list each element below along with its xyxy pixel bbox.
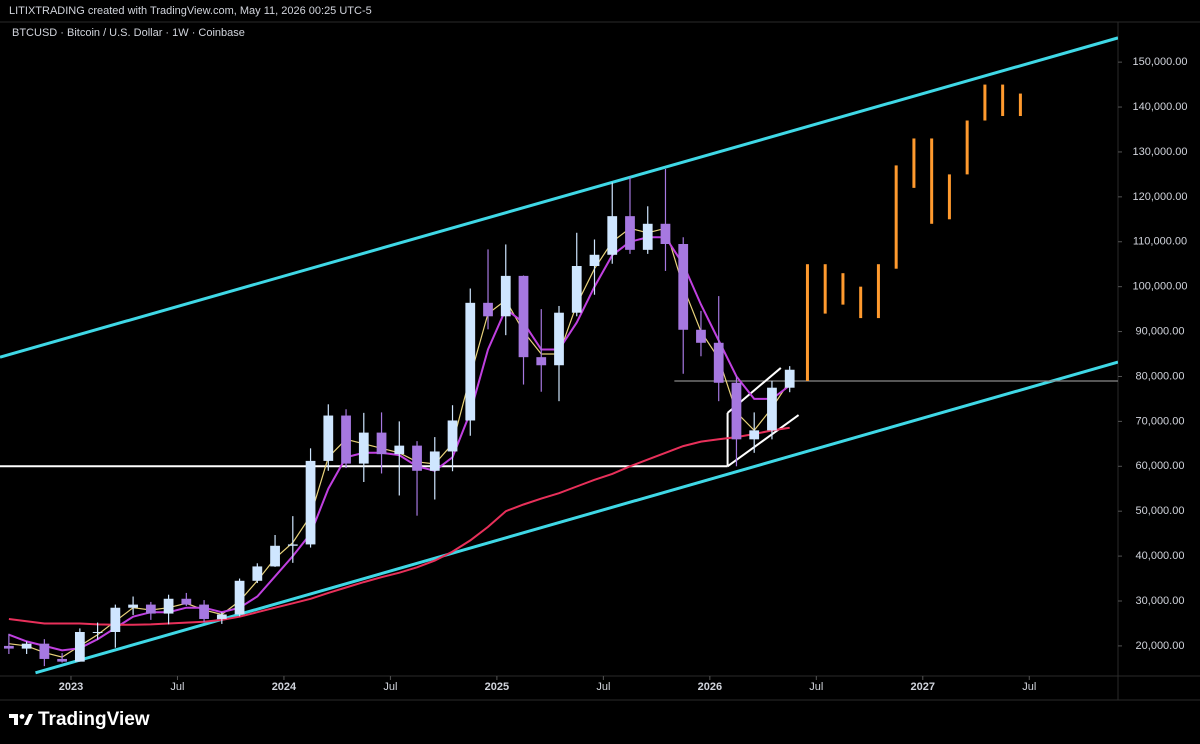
logo-mark: [9, 714, 18, 725]
candle-body: [589, 254, 600, 267]
x-tick-label: Jul: [809, 681, 823, 693]
candle-body: [642, 223, 653, 250]
candle-body: [767, 387, 777, 431]
candle-body: [447, 420, 458, 452]
candle-body: [323, 415, 334, 461]
candle-body: [713, 342, 724, 383]
projection-bar: [1018, 93, 1022, 117]
candle-body: [625, 216, 635, 250]
candle-body: [21, 643, 32, 649]
projection-bar: [823, 264, 827, 314]
candle-body: [536, 357, 547, 366]
projection-bar: [805, 264, 809, 381]
y-tick-label: 120,000.00: [1132, 191, 1187, 203]
candle-body: [128, 604, 138, 608]
y-tick-label: 110,000.00: [1133, 236, 1187, 248]
x-tick-label: Jul: [170, 681, 184, 693]
candle-body: [394, 445, 405, 455]
candle-body: [163, 598, 174, 614]
candle-body: [92, 631, 103, 633]
candle-body: [110, 607, 121, 632]
candle-body: [216, 614, 227, 619]
x-tick-label: Jul: [596, 681, 610, 693]
candle-body: [429, 451, 440, 471]
plot-area: [0, 36, 1118, 675]
projection-bar: [983, 84, 987, 121]
candle-body: [252, 566, 263, 581]
candle-body: [678, 244, 689, 330]
candle-body: [341, 415, 351, 464]
projection-bar: [894, 165, 898, 269]
projection-bar: [930, 138, 934, 224]
candle-body: [749, 430, 760, 440]
y-tick-label: 30,000.00: [1136, 595, 1185, 607]
projection-bar: [912, 138, 916, 188]
header-caption: LITIXTRADING created with TradingView.co…: [9, 5, 372, 17]
projection-bar: [947, 174, 951, 220]
y-tick-label: 60,000.00: [1136, 460, 1185, 472]
candle-body: [518, 275, 529, 358]
candle-body: [465, 302, 476, 421]
y-tick-label: 50,000.00: [1136, 505, 1185, 517]
y-tick-label: 40,000.00: [1136, 550, 1185, 562]
candle-body: [181, 598, 192, 605]
candle-body: [39, 643, 50, 659]
y-tick-label: 100,000.00: [1132, 281, 1187, 293]
projection-bar: [876, 264, 880, 319]
candle-body: [571, 266, 582, 313]
candle-body: [660, 223, 671, 244]
moving-average: [8, 426, 790, 626]
projection-bar: [859, 286, 863, 319]
y-tick-label: 150,000.00: [1132, 56, 1187, 68]
projection-bar: [841, 273, 845, 305]
symbol-title: BTCUSD · Bitcoin / U.S. Dollar · 1W · Co…: [12, 27, 245, 39]
candle-body: [305, 460, 316, 545]
candle-body: [784, 369, 795, 388]
projection-bar: [965, 120, 969, 175]
brand-name: TradingView: [38, 709, 150, 730]
x-tick-label: 2026: [698, 681, 722, 693]
candle-body: [483, 302, 493, 317]
trendline: [727, 414, 800, 468]
candle-body: [199, 604, 209, 619]
y-tick-label: 130,000.00: [1132, 146, 1187, 158]
candle-body: [145, 604, 156, 614]
projection-bar: [1001, 84, 1005, 117]
candle-body: [731, 382, 742, 440]
candle-body: [74, 631, 85, 662]
x-tick-label: Jul: [1022, 681, 1036, 693]
logo-slash: [24, 714, 33, 725]
brand-logo: [9, 714, 33, 725]
candle-body: [412, 445, 422, 471]
x-tick-label: 2025: [485, 681, 509, 693]
candle-body: [500, 275, 511, 317]
candle-body: [376, 432, 387, 455]
x-tick-label: Jul: [383, 681, 397, 693]
x-tick-label: 2027: [911, 681, 935, 693]
candle-body: [234, 580, 245, 615]
y-tick-label: 20,000.00: [1136, 640, 1185, 652]
x-tick-label: 2024: [272, 681, 297, 693]
candle-body: [3, 645, 14, 649]
y-tick-label: 140,000.00: [1132, 101, 1187, 113]
candle-body: [287, 544, 298, 546]
candle-body: [57, 658, 67, 662]
candle-body: [358, 432, 369, 464]
candle-body: [607, 216, 618, 255]
logo-dot: [19, 714, 25, 719]
y-tick-label: 70,000.00: [1136, 415, 1185, 427]
candle-body: [696, 329, 706, 343]
candle-body: [554, 312, 564, 366]
x-tick-label: 2023: [59, 681, 83, 693]
y-tick-label: 90,000.00: [1136, 325, 1185, 337]
y-tick-label: 80,000.00: [1136, 370, 1185, 382]
trendline: [0, 36, 1118, 359]
candle-body: [270, 545, 280, 567]
